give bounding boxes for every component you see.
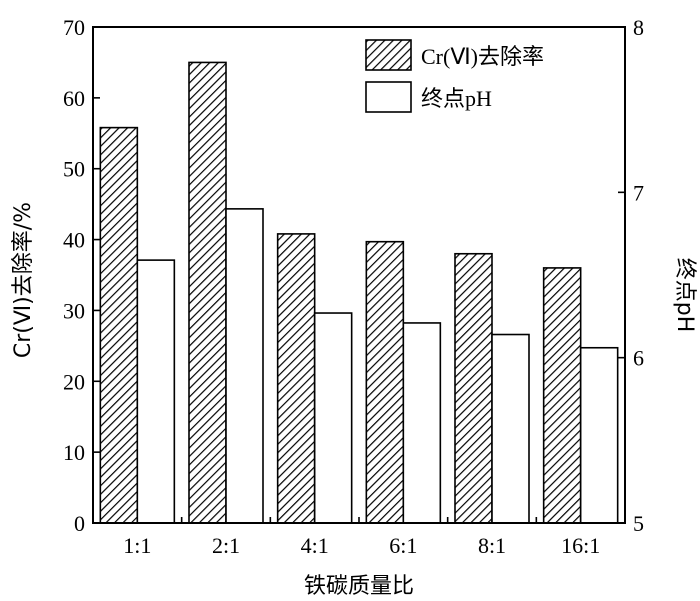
x-axis-label: 铁碳质量比 — [304, 574, 414, 599]
y-axis-label-left: Cr(Ⅵ)去除率/% — [11, 202, 36, 358]
y-tick-label-right: 6 — [633, 346, 644, 371]
legend-swatch-ph — [365, 81, 412, 113]
bar-removal-1-1 — [99, 126, 139, 524]
x-tick-label: 1:1 — [123, 533, 151, 558]
x-tick-label: 4:1 — [301, 533, 329, 558]
x-tick-label: 8:1 — [478, 533, 506, 558]
bar-ph-4-1 — [313, 312, 353, 524]
bar-removal-16-1 — [542, 267, 582, 524]
y-tick-label-left: 40 — [63, 228, 85, 253]
x-tick-label: 16:1 — [561, 533, 600, 558]
bar-ph-2-1 — [225, 208, 264, 524]
bar-removal-4-1 — [276, 233, 316, 524]
y-tick-label-right: 5 — [633, 511, 644, 536]
y-tick-label-right: 7 — [633, 180, 644, 205]
bar-removal-2-1 — [188, 61, 227, 524]
legend-label-ph: 终点pH — [421, 86, 492, 111]
legend-swatch-removal — [365, 39, 412, 71]
bar-ph-16-1 — [579, 346, 619, 524]
bar-removal-8-1 — [454, 252, 493, 524]
y-axis-label-right: 终点pH — [672, 258, 697, 333]
y-tick-label-left: 30 — [63, 298, 85, 323]
axes-layer: 1:1 2:1 4:1 6:1 8:1 16:1 0 10 20 30 40 50 60 70 5 6 7 8 — [63, 15, 644, 558]
y-tick-label-left: 70 — [63, 15, 85, 40]
bar-ph-1-1 — [136, 259, 176, 524]
bar-removal-6-1 — [365, 240, 405, 524]
x-tick-label: 2:1 — [212, 533, 240, 558]
legend-label-removal: Cr(Ⅵ)去除率 — [421, 44, 544, 69]
y-tick-label-right: 8 — [633, 15, 644, 40]
bar-ph-6-1 — [402, 322, 442, 524]
y-tick-label-left: 60 — [63, 86, 85, 111]
y-tick-label-left: 0 — [74, 511, 85, 536]
x-tick-label: 6:1 — [389, 533, 417, 558]
y-tick-label-left: 50 — [63, 157, 85, 182]
y-tick-label-left: 20 — [63, 369, 85, 394]
y-tick-label-left: 10 — [63, 440, 85, 465]
bar-ph-8-1 — [491, 333, 530, 524]
bars-layer — [99, 61, 619, 524]
